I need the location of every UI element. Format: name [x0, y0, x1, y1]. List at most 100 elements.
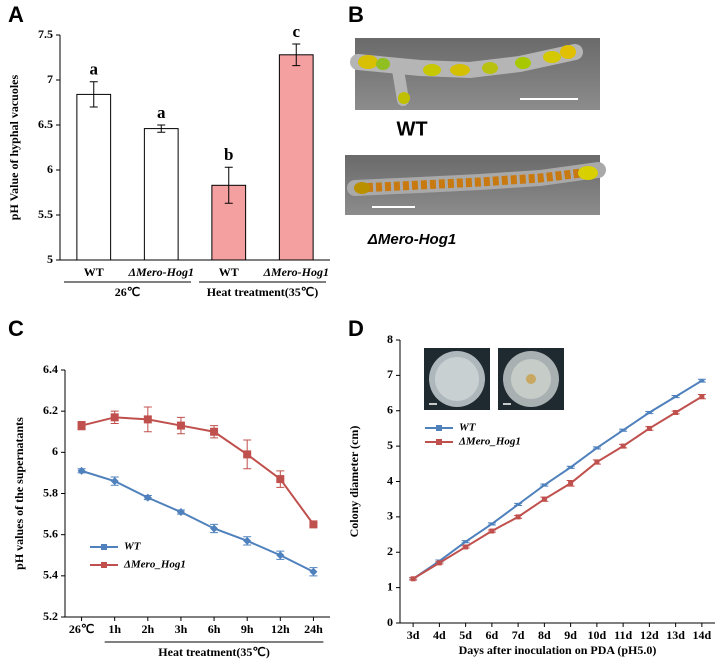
- marker: [77, 466, 86, 475]
- legend-marker: [101, 562, 107, 568]
- x-tick-label: WT: [219, 265, 239, 279]
- x-tick-label: 3h: [175, 622, 188, 636]
- y-tick-label: 5: [47, 252, 53, 266]
- marker: [110, 477, 119, 486]
- marker: [489, 528, 495, 534]
- legend-label: WT: [124, 541, 142, 553]
- legend-label: WT: [459, 422, 477, 434]
- y-tick-label: 6: [52, 444, 58, 458]
- y-axis-title: pH Value of hyphal vacuoles: [7, 74, 21, 220]
- panel-letter: A: [8, 2, 24, 27]
- error-bar: [89, 81, 98, 108]
- marker: [176, 421, 185, 430]
- marker: [276, 475, 285, 484]
- x-tick-label: 10d: [588, 628, 607, 642]
- bar: [76, 93, 112, 261]
- marker: [515, 514, 521, 520]
- x-tick-label: 7d: [512, 628, 525, 642]
- x-tick-label: 26℃: [69, 622, 94, 636]
- image-caption: ΔMero-Hog1: [367, 231, 456, 248]
- y-tick-label: 6: [387, 403, 393, 417]
- x-tick-label: 14d: [693, 628, 712, 642]
- legend-marker: [436, 425, 442, 431]
- marker: [143, 493, 152, 502]
- x-tick-label: 6h: [208, 622, 221, 636]
- y-tick-label: 0: [387, 615, 393, 629]
- x-tick-label: ΔMero-Hog1: [262, 265, 329, 279]
- x-tick-label: 4d: [433, 628, 446, 642]
- y-tick-label: 5: [387, 438, 393, 452]
- x-tick-label: 24h: [304, 622, 323, 636]
- series-line: [412, 395, 703, 580]
- y-tick-label: 7.5: [38, 27, 53, 41]
- bar-annotation: c: [292, 22, 300, 41]
- marker: [620, 443, 626, 449]
- marker: [243, 450, 252, 459]
- panel-letter: C: [8, 316, 24, 341]
- bar: [143, 128, 179, 261]
- x-tick-label: ΔMero-Hog1: [127, 265, 194, 279]
- y-tick-label: 6: [47, 162, 53, 176]
- marker: [176, 508, 185, 517]
- marker: [210, 427, 219, 436]
- x-tick-label: 12h: [271, 622, 290, 636]
- y-tick-label: 5.5: [38, 207, 53, 221]
- bar-annotation: a: [90, 60, 99, 79]
- micrograph-mutant: [345, 155, 606, 215]
- y-tick-label: 8: [387, 332, 393, 346]
- x-tick-label: 9h: [241, 622, 254, 636]
- x-tick-label: 3d: [407, 628, 420, 642]
- y-tick-label: 6.4: [43, 362, 58, 376]
- panel-letter: D: [348, 316, 364, 341]
- series-line: [412, 379, 703, 580]
- series-line: [81, 469, 314, 573]
- y-tick-label: 4: [387, 473, 393, 487]
- marker: [309, 520, 318, 529]
- y-tick-label: 5.2: [43, 609, 58, 623]
- x-tick-label: WT: [84, 265, 104, 279]
- marker: [699, 394, 705, 400]
- group-label: 26℃: [115, 285, 140, 299]
- marker: [210, 524, 219, 533]
- marker: [276, 551, 285, 560]
- colony-photo-mutant: [498, 348, 564, 410]
- micrograph-wt: [350, 38, 600, 110]
- marker: [143, 415, 152, 424]
- image-caption: WT: [396, 118, 427, 140]
- marker: [594, 459, 600, 465]
- y-tick-label: 5.4: [43, 568, 58, 582]
- marker: [463, 544, 469, 550]
- marker: [243, 536, 252, 545]
- y-tick-label: 1: [387, 579, 393, 593]
- marker: [646, 425, 652, 431]
- x-tick-label: 1h: [108, 622, 121, 636]
- x-tick-label: 6d: [486, 628, 499, 642]
- y-tick-label: 2: [387, 544, 393, 558]
- x-tick-label: 12d: [640, 628, 659, 642]
- marker: [410, 576, 416, 582]
- marker: [673, 410, 679, 416]
- x-axis-title: Days after inoculation on PDA (pH5.0): [459, 643, 657, 657]
- marker: [110, 413, 119, 422]
- colony-photo-wt: [424, 348, 490, 410]
- marker: [309, 567, 318, 576]
- series-line: [81, 416, 315, 525]
- marker: [568, 480, 574, 486]
- y-tick-label: 6.2: [43, 403, 58, 417]
- x-tick-label: 9d: [564, 628, 577, 642]
- y-axis-title: pH values of the supernatants: [12, 417, 26, 570]
- marker: [436, 560, 442, 566]
- marker: [77, 421, 86, 430]
- legend-marker: [436, 439, 442, 445]
- y-tick-label: 3: [387, 509, 393, 523]
- x-tick-label: 2h: [141, 622, 154, 636]
- y-tick-label: 6.5: [38, 117, 53, 131]
- bar: [278, 54, 314, 261]
- marker: [541, 496, 547, 502]
- x-tick-label: 5d: [459, 628, 472, 642]
- y-tick-label: 7: [47, 72, 53, 86]
- y-axis-title: Colony diameter (cm): [347, 426, 361, 538]
- y-tick-label: 5.6: [43, 526, 58, 540]
- panel-letter: B: [348, 2, 364, 27]
